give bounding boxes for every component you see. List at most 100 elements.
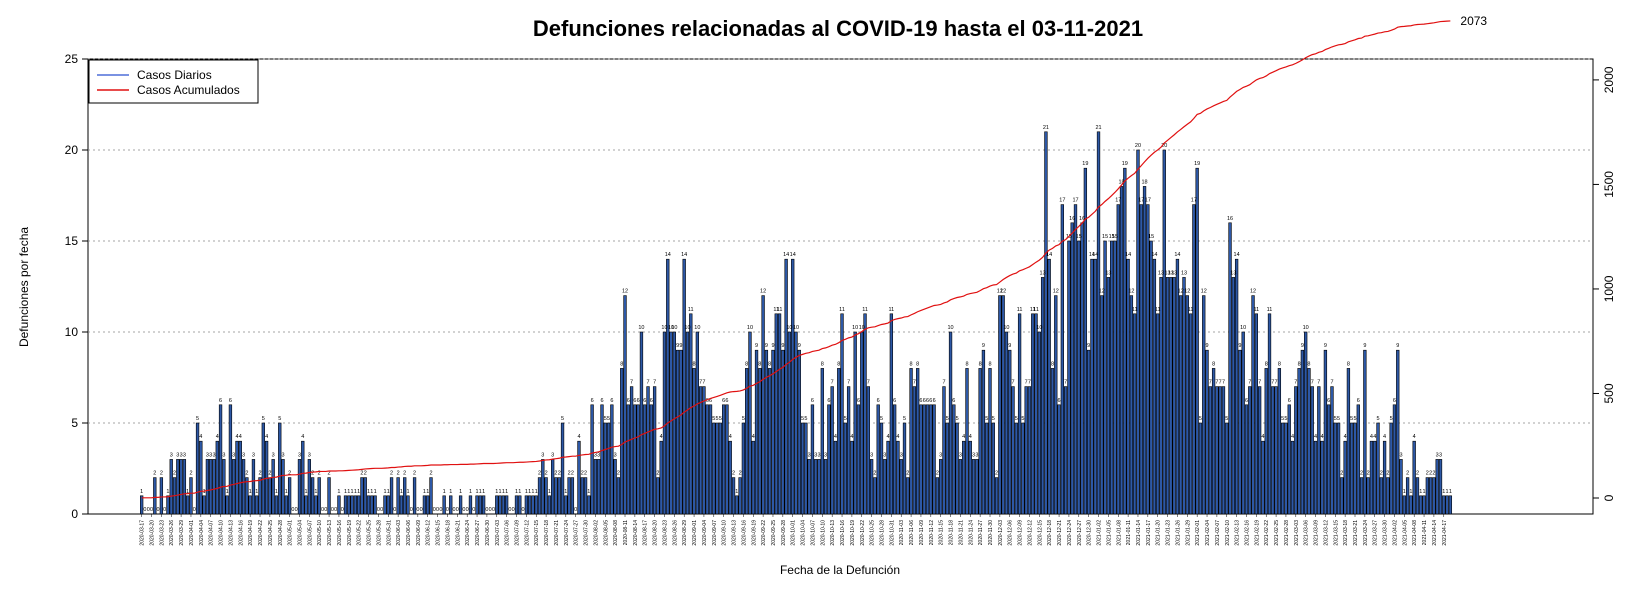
data-label: 2 bbox=[328, 471, 331, 477]
data-label: 11 bbox=[1267, 307, 1273, 313]
x-tick-label: 2020-08-02 bbox=[593, 520, 599, 546]
data-label: 0 bbox=[522, 507, 525, 513]
bar bbox=[1100, 295, 1104, 515]
data-label: 7 bbox=[942, 380, 945, 386]
data-label: 1 bbox=[249, 489, 252, 495]
data-label: 4 bbox=[1291, 434, 1294, 440]
bar bbox=[1198, 422, 1203, 515]
x-tick-label: 2020-12-12 bbox=[1027, 520, 1033, 546]
data-label: 19 bbox=[1122, 161, 1128, 167]
bar bbox=[929, 404, 933, 515]
bar bbox=[1225, 422, 1229, 515]
x-tick-label: 2020-05-13 bbox=[327, 520, 333, 546]
x-tick-label: 2020-06-24 bbox=[465, 520, 471, 546]
x-tick-label: 2020-06-06 bbox=[406, 520, 412, 546]
data-label: 7 bbox=[1248, 380, 1251, 386]
bar bbox=[791, 258, 795, 515]
bar bbox=[531, 495, 535, 515]
data-label: 6 bbox=[1327, 398, 1330, 404]
x-tick-label: 2020-12-24 bbox=[1067, 520, 1073, 546]
bar bbox=[458, 495, 463, 515]
data-label: 2 bbox=[268, 471, 271, 477]
x-tick-label: 2020-12-15 bbox=[1037, 520, 1043, 546]
bar bbox=[524, 495, 529, 515]
x-tick-label: 2020-06-09 bbox=[416, 520, 422, 546]
data-label: 9 bbox=[676, 343, 679, 349]
data-label: 9 bbox=[1324, 343, 1327, 349]
data-label: 8 bbox=[916, 361, 919, 367]
data-label: 3 bbox=[817, 452, 820, 458]
bar bbox=[475, 495, 479, 515]
bar bbox=[153, 477, 157, 515]
x-tick-label: 2020-06-21 bbox=[455, 520, 461, 546]
data-label: 0 bbox=[446, 507, 449, 513]
bar bbox=[1402, 495, 1406, 515]
data-label: 3 bbox=[282, 452, 285, 458]
data-label: 3 bbox=[183, 452, 186, 458]
bar bbox=[892, 404, 897, 515]
x-tick-label: 2021-02-22 bbox=[1264, 520, 1270, 546]
bar bbox=[866, 386, 870, 515]
bar bbox=[370, 495, 374, 515]
data-label: 2 bbox=[1429, 471, 1432, 477]
bar bbox=[1149, 240, 1153, 515]
data-label: 18 bbox=[1141, 179, 1147, 185]
data-label: 6 bbox=[637, 398, 640, 404]
bar bbox=[1116, 204, 1120, 515]
data-label: 8 bbox=[745, 361, 748, 367]
data-label: 3 bbox=[551, 452, 554, 458]
data-label: 6 bbox=[722, 398, 725, 404]
x-tick-label: 2021-04-05 bbox=[1402, 520, 1408, 546]
data-label: 5 bbox=[719, 416, 722, 422]
bar bbox=[182, 459, 187, 515]
data-label: 1 bbox=[140, 489, 143, 495]
data-label: 1 bbox=[482, 489, 485, 495]
data-label: 3 bbox=[170, 452, 173, 458]
data-label: 2 bbox=[311, 471, 314, 477]
x-tick-label: 2020-06-27 bbox=[475, 520, 481, 546]
bar bbox=[623, 295, 627, 515]
bar bbox=[1310, 386, 1314, 515]
data-label: 11 bbox=[688, 307, 694, 313]
data-label: 8 bbox=[1265, 361, 1268, 367]
data-label: 2 bbox=[413, 471, 416, 477]
bar bbox=[702, 386, 706, 515]
data-label: 10 bbox=[668, 325, 674, 331]
bar bbox=[518, 495, 522, 515]
bar bbox=[593, 459, 598, 515]
x-tick-label: 2021-03-06 bbox=[1304, 520, 1310, 546]
x-tick-label: 2020-05-28 bbox=[376, 520, 382, 546]
data-label: 8 bbox=[821, 361, 824, 367]
data-label: 1 bbox=[305, 489, 308, 495]
bar bbox=[278, 422, 282, 515]
bar bbox=[1215, 386, 1219, 515]
bar bbox=[1356, 404, 1360, 515]
data-label: 17 bbox=[1059, 198, 1065, 204]
bar bbox=[350, 495, 354, 515]
x-tick-label: 2020-09-22 bbox=[761, 520, 767, 546]
x-tick-label: 2020-04-07 bbox=[209, 520, 215, 546]
bar bbox=[1080, 222, 1084, 515]
data-label: 5 bbox=[844, 416, 847, 422]
bar bbox=[560, 422, 565, 515]
data-label: 17 bbox=[1145, 198, 1151, 204]
data-label: 1 bbox=[449, 489, 452, 495]
data-label: 7 bbox=[702, 380, 705, 386]
x-tick-label: 2020-08-29 bbox=[682, 520, 688, 546]
data-label: 10 bbox=[694, 325, 700, 331]
bar bbox=[1162, 149, 1166, 515]
bar bbox=[952, 404, 956, 515]
data-label: 1 bbox=[1419, 489, 1422, 495]
bar bbox=[225, 495, 229, 515]
x-tick-label: 2021-02-16 bbox=[1244, 520, 1250, 546]
bar bbox=[1254, 313, 1259, 515]
bar bbox=[567, 477, 571, 515]
bar bbox=[495, 495, 499, 515]
bar bbox=[912, 386, 917, 515]
bar bbox=[830, 386, 834, 515]
data-label: 2 bbox=[545, 471, 548, 477]
x-tick-label: 2020-05-07 bbox=[307, 520, 313, 546]
data-label: 10 bbox=[793, 325, 799, 331]
x-tick-label: 2020-10-04 bbox=[801, 520, 807, 546]
data-label: 1 bbox=[515, 489, 518, 495]
